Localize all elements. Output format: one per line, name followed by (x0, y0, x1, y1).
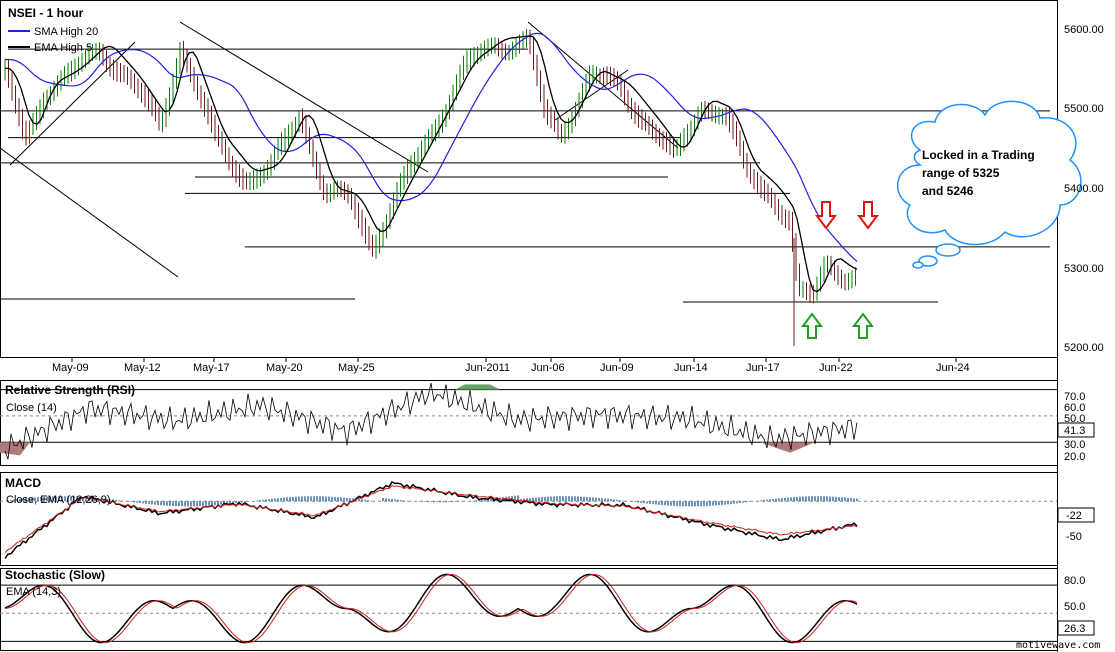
rsi-subtitle: Close (14) (6, 402, 57, 414)
panel-frame-2 (0, 472, 1058, 566)
rsi-oversold-fill-1 (760, 442, 815, 453)
xtick-0: May-09 (52, 362, 89, 374)
xtick-6: Jun-06 (531, 362, 565, 374)
rsi-tick-30: 30.0 (1064, 439, 1085, 451)
rsi-overbought-fill (455, 384, 500, 390)
stoch-last: 26.3 (1064, 623, 1085, 635)
xtick-2: May-17 (193, 362, 230, 374)
cloud-shape (896, 100, 1082, 246)
price-bars (4, 28, 856, 346)
stoch-tick-80: 80.0 (1064, 575, 1085, 587)
stoch-tick-50: 50.0 (1064, 601, 1085, 613)
indicator-series (0, 382, 1057, 644)
macd-signal-line (4, 485, 858, 554)
macd-line (4, 481, 858, 559)
macd-title: MACD (5, 476, 41, 490)
moving-average-lines (5, 32, 858, 293)
panel-frames (0, 0, 1058, 652)
rsi-last-box (1057, 422, 1095, 438)
cloud-bubble-3 (912, 261, 924, 269)
xtick-8: Jun-14 (674, 362, 708, 374)
green-up-arrow-1 (801, 312, 823, 339)
rsi-tick-60: 60.0 (1064, 402, 1085, 414)
xtick-5: Jun-2011 (465, 362, 510, 374)
red-down-arrow-2 (857, 201, 879, 230)
stoch-title: Stochastic (Slow) (5, 568, 105, 582)
trend-line-4 (554, 69, 629, 121)
trading-range-note: Locked in a Trading range of 5325 and 52… (922, 148, 1035, 198)
xtick-4: May-25 (338, 362, 375, 374)
stoch-k-line (4, 573, 858, 644)
cloud-bubble-1 (935, 243, 961, 257)
xtick-9: Jun-17 (746, 362, 780, 374)
macd-tick: -50 (1066, 531, 1082, 543)
rsi-last: 41.3 (1064, 425, 1085, 437)
main-title: NSEI - 1 hour (8, 6, 84, 20)
macd-last: -22 (1066, 510, 1082, 522)
main-ytick-1: 5500.00 (1064, 103, 1104, 115)
macd-subtitle: Close, EMA (12,26,9) (6, 494, 111, 506)
main-ytick-0: 5600.00 (1064, 24, 1104, 36)
watermark: motivewave.com (1016, 640, 1100, 651)
red-down-arrow-1 (815, 201, 837, 230)
xtick-11: Jun-24 (936, 362, 970, 374)
rsi-title: Relative Strength (RSI) (5, 383, 135, 397)
rsi-tick-70: 70.0 (1064, 391, 1085, 403)
xtick-1: May-12 (124, 362, 161, 374)
rsi-oversold-fill-0 (0, 442, 30, 456)
rsi-line (4, 382, 858, 460)
main-support-resistance-lines (0, 21, 1050, 303)
cloud-bubble-2 (918, 255, 938, 267)
main-ytick-2: 5400.00 (1064, 183, 1104, 195)
trend-line-2 (179, 21, 429, 173)
stoch-subtitle: EMA (14,3) (6, 586, 61, 598)
panel-frame-1 (0, 380, 1058, 466)
panel-frame-3 (0, 568, 1058, 651)
legend-ema: EMA High 5 (34, 42, 92, 54)
stoch-d-line (4, 573, 858, 644)
ema-line (5, 35, 858, 293)
trend-line-0 (9, 41, 136, 166)
main-ytick-3: 5300.00 (1064, 263, 1104, 275)
main-ytick-4: 5200.00 (1064, 342, 1104, 354)
legend-sma: SMA High 20 (34, 26, 98, 38)
rsi-tick-20: 20.0 (1064, 451, 1085, 463)
rsi-tick-50: 50.0 (1064, 413, 1085, 425)
trend-line-1 (0, 147, 179, 278)
cloud-callout (896, 100, 1082, 269)
xtick-3: May-20 (266, 362, 303, 374)
green-up-arrow-2 (852, 312, 874, 339)
xtick-7: Jun-09 (600, 362, 634, 374)
xtick-10: Jun-22 (819, 362, 853, 374)
stoch-last-box (1057, 620, 1095, 636)
sma-line (5, 32, 858, 262)
arrows (801, 201, 879, 339)
macd-last-box (1057, 507, 1095, 523)
